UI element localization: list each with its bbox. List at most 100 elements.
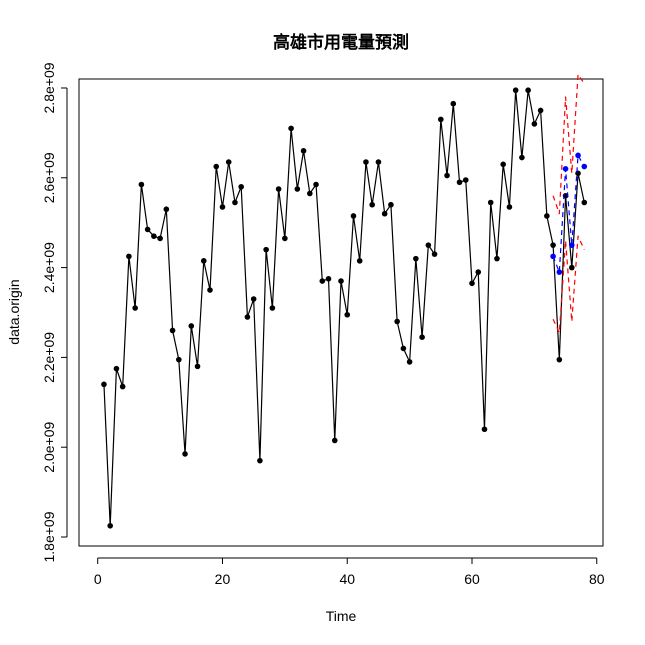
forecast-data-point xyxy=(575,152,581,159)
observed-data-point xyxy=(556,356,563,363)
observed-data-point xyxy=(250,296,257,302)
observed-data-point xyxy=(313,181,319,188)
observed-data-point xyxy=(225,159,232,165)
x-axis: 0 20 40 60 80 xyxy=(94,557,605,587)
observed-data-point xyxy=(419,334,425,341)
observed-data-point xyxy=(207,287,213,293)
observed-data-point xyxy=(575,170,581,177)
observed-data-point xyxy=(325,276,332,282)
observed-data-point xyxy=(144,226,151,233)
y-tick-label: 2.6e+09 xyxy=(41,152,57,203)
observed-data-point xyxy=(413,255,419,262)
observed-data-point xyxy=(213,163,220,170)
observed-data-point xyxy=(244,314,251,320)
observed-data-point xyxy=(157,235,163,242)
observed-data-point xyxy=(469,280,475,287)
observed-data-point xyxy=(331,437,338,444)
observed-data-point xyxy=(119,383,126,390)
observed-data-point xyxy=(319,278,326,284)
observed-data-point xyxy=(338,278,344,284)
observed-data-point xyxy=(257,457,263,464)
observed-data-point xyxy=(550,242,556,248)
x-tick-label: 40 xyxy=(339,571,355,587)
observed-data-point xyxy=(282,235,288,242)
observed-data-point xyxy=(113,365,120,372)
y-tick-label: 1.8e+09 xyxy=(41,511,57,562)
observed-data-point xyxy=(544,213,550,219)
observed-data-point xyxy=(107,522,113,529)
observed-data-point xyxy=(444,172,450,179)
observed-data-point xyxy=(475,269,482,275)
observed-data-point xyxy=(300,148,307,154)
observed-data-point xyxy=(487,199,494,206)
observed-data-point xyxy=(200,258,207,264)
observed-data-point xyxy=(525,87,531,94)
observed-data-point xyxy=(219,204,226,210)
observed-data-point xyxy=(500,161,506,168)
x-tick-label: 60 xyxy=(464,571,480,587)
y-tick-label: 2.4e+09 xyxy=(41,242,57,293)
observed-data-point xyxy=(400,345,407,352)
forecast-data-point xyxy=(550,253,556,260)
observed-data-point xyxy=(263,246,269,253)
forecast-data-point xyxy=(569,242,575,248)
observed-data-point xyxy=(350,213,357,219)
observed-data-point xyxy=(519,154,525,161)
observed-data-point xyxy=(406,359,413,365)
plot-frame xyxy=(78,78,604,547)
observed-data-point xyxy=(375,159,382,165)
y-axis-label: data.origin xyxy=(6,279,22,344)
observed-data-point xyxy=(481,426,488,433)
prediction-interval-line xyxy=(552,73,585,215)
observed-data-point xyxy=(275,186,282,192)
observed-data-point xyxy=(356,258,363,264)
observed-data-point xyxy=(294,186,301,192)
forecast-data-point xyxy=(581,163,588,170)
observed-data-point xyxy=(512,87,519,94)
observed-data-point xyxy=(394,318,400,325)
observed-data-point xyxy=(569,264,575,271)
x-tick-label: 0 xyxy=(94,571,102,587)
observed-data-point xyxy=(363,159,369,165)
observed-data-point xyxy=(425,242,432,248)
observed-data-point xyxy=(462,177,469,183)
observed-data-point xyxy=(269,305,276,311)
observed-data-point xyxy=(176,356,182,363)
y-axis: 1.8e+09 2.0e+09 2.2e+09 2.4e+09 2.6e+09 2.8e+… xyxy=(41,62,68,563)
observed-data-point xyxy=(126,253,132,260)
y-tick-label: 2.0e+09 xyxy=(41,422,57,473)
observed-data-point xyxy=(381,210,388,217)
observed-series-line xyxy=(103,89,585,527)
observed-data-point xyxy=(450,100,457,107)
chart-title: 高雄市用電量預測 xyxy=(273,32,409,53)
forecast-data-point xyxy=(556,269,563,275)
observed-data-point xyxy=(188,323,195,329)
observed-data-point xyxy=(494,255,500,262)
observed-data-point xyxy=(232,199,238,206)
observed-data-point xyxy=(388,201,394,208)
observed-data-point xyxy=(288,125,294,132)
observed-data-point xyxy=(531,121,538,127)
x-axis-label: Time xyxy=(326,608,357,624)
observed-data-point xyxy=(151,233,157,239)
observed-data-point xyxy=(581,199,588,206)
observed-data-point xyxy=(537,107,544,114)
observed-data-point xyxy=(344,311,351,318)
x-tick-label: 80 xyxy=(589,571,605,587)
observed-data-point xyxy=(132,305,138,311)
prediction-interval-line xyxy=(552,235,585,334)
observed-data-point xyxy=(438,116,444,123)
observed-data-point xyxy=(182,451,188,457)
observed-data-point xyxy=(101,381,107,388)
observed-data-point xyxy=(194,363,201,370)
observed-data-point xyxy=(431,251,438,257)
forecast-data-point xyxy=(562,166,569,172)
observed-data-point xyxy=(307,190,313,197)
observed-data-point xyxy=(506,204,513,210)
observed-data-point xyxy=(238,183,244,190)
observed-data-point xyxy=(369,201,375,208)
observed-data-point xyxy=(163,206,170,213)
observed-data-point xyxy=(138,181,145,188)
